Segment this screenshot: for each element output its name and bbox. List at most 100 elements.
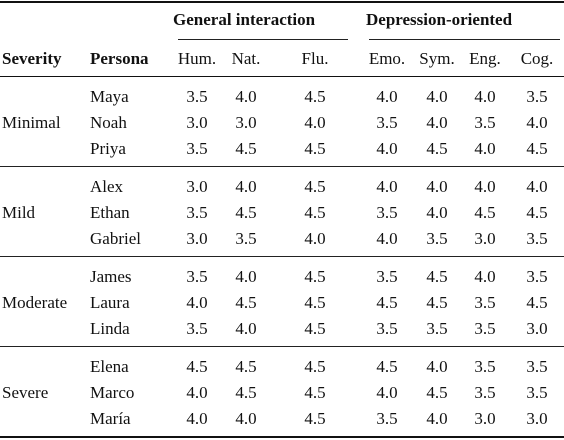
bottom-rule	[0, 436, 564, 438]
score-cell-sym: 4.5	[426, 139, 448, 158]
score-cell-nat: 4.5	[235, 357, 257, 376]
score-cell-cog: 4.0	[526, 177, 548, 196]
score-cell-sym: 4.0	[426, 357, 448, 376]
score-cell-emo: 4.0	[376, 229, 398, 248]
score-cell-sym: 3.5	[426, 229, 448, 248]
score-cell-eng: 4.0	[474, 87, 496, 106]
score-cell-eng: 3.5	[474, 319, 496, 338]
persona-name: Laura	[90, 293, 130, 312]
score-cell-cog: 4.0	[526, 113, 548, 132]
score-cell-eng: 4.5	[474, 203, 496, 222]
score-cell-eng: 3.0	[474, 409, 496, 428]
column-header-sym: Sym.	[419, 49, 455, 68]
score-cell-emo: 4.0	[376, 87, 398, 106]
score-cell-sym: 4.5	[426, 383, 448, 402]
persona-name: Gabriel	[90, 229, 141, 248]
score-cell-cog: 4.5	[526, 203, 548, 222]
score-cell-hum: 3.0	[186, 229, 208, 248]
group-header-depression: Depression-oriented	[366, 10, 513, 29]
persona-name: James	[90, 267, 132, 286]
column-header-hum: Hum.	[177, 49, 217, 68]
score-cell-cog: 3.0	[526, 409, 548, 428]
score-cell-cog: 3.0	[526, 319, 548, 338]
score-cell-sym: 3.5	[426, 319, 448, 338]
score-cell-nat: 4.5	[235, 383, 257, 402]
score-cell-sym: 4.0	[426, 203, 448, 222]
score-cell-hum: 3.5	[186, 87, 208, 106]
score-cell-nat: 4.5	[235, 203, 257, 222]
score-cell-emo: 3.5	[376, 409, 398, 428]
score-cell-sym: 4.5	[426, 267, 448, 286]
severity-label: Moderate	[2, 293, 68, 312]
score-cell-nat: 4.0	[235, 409, 257, 428]
persona-name: Alex	[90, 177, 124, 196]
score-cell-cog: 3.5	[526, 267, 548, 286]
score-cell-eng: 4.0	[474, 267, 496, 286]
severity-label: Severe	[2, 383, 49, 402]
score-cell-emo: 4.0	[376, 177, 398, 196]
score-cell-emo: 3.5	[376, 113, 398, 132]
score-cell-hum: 3.5	[186, 267, 208, 286]
score-cell-nat: 4.0	[235, 319, 257, 338]
score-cell-sym: 4.0	[426, 113, 448, 132]
score-cell-eng: 4.0	[474, 177, 496, 196]
score-cell-emo: 3.5	[376, 267, 398, 286]
column-header-cog: Cog.	[520, 49, 554, 68]
score-cell-emo: 4.0	[376, 139, 398, 158]
general-group-underline	[178, 39, 348, 40]
score-cell-flu: 4.5	[304, 139, 326, 158]
score-cell-hum: 4.0	[186, 293, 208, 312]
score-cell-flu: 4.5	[304, 203, 326, 222]
score-cell-hum: 4.0	[186, 409, 208, 428]
score-cell-cog: 4.5	[526, 139, 548, 158]
column-header-severity: Severity	[2, 49, 62, 68]
score-cell-sym: 4.0	[426, 87, 448, 106]
column-header-eng: Eng.	[469, 49, 501, 68]
score-cell-hum: 3.5	[186, 203, 208, 222]
score-cell-flu: 4.5	[304, 409, 326, 428]
score-cell-cog: 3.5	[526, 229, 548, 248]
score-cell-emo: 4.0	[376, 383, 398, 402]
severity-label: Mild	[2, 203, 36, 222]
score-cell-emo: 3.5	[376, 203, 398, 222]
score-cell-flu: 4.0	[304, 229, 326, 248]
group-header-general: General interaction	[173, 10, 316, 29]
score-cell-flu: 4.5	[304, 267, 326, 286]
column-header-persona: Persona	[90, 49, 149, 68]
score-cell-cog: 4.5	[526, 293, 548, 312]
score-cell-flu: 4.5	[304, 319, 326, 338]
persona-name: Noah	[90, 113, 127, 132]
score-cell-sym: 4.0	[426, 177, 448, 196]
column-header-nat: Nat.	[231, 49, 261, 68]
score-cell-flu: 4.5	[304, 293, 326, 312]
score-cell-hum: 4.0	[186, 383, 208, 402]
score-cell-hum: 3.5	[186, 319, 208, 338]
score-cell-hum: 3.0	[186, 177, 208, 196]
score-cell-cog: 3.5	[526, 357, 548, 376]
score-cell-emo: 4.5	[376, 357, 398, 376]
score-cell-nat: 4.5	[235, 293, 257, 312]
persona-name: Ethan	[90, 203, 130, 222]
score-cell-eng: 3.5	[474, 357, 496, 376]
header-rule	[0, 76, 564, 77]
score-cell-nat: 4.5	[235, 139, 257, 158]
persona-name: Linda	[90, 319, 130, 338]
score-cell-sym: 4.0	[426, 409, 448, 428]
persona-name: Maya	[90, 87, 129, 106]
score-cell-flu: 4.0	[304, 113, 326, 132]
score-cell-sym: 4.5	[426, 293, 448, 312]
persona-name: Elena	[90, 357, 129, 376]
score-cell-eng: 3.5	[474, 293, 496, 312]
score-cell-cog: 3.5	[526, 383, 548, 402]
score-cell-nat: 3.0	[235, 113, 257, 132]
score-cell-flu: 4.5	[304, 87, 326, 106]
group-separator-rule	[0, 346, 564, 347]
persona-name: María	[90, 409, 131, 428]
score-cell-eng: 3.5	[474, 383, 496, 402]
score-cell-cog: 3.5	[526, 87, 548, 106]
score-cell-flu: 4.5	[304, 177, 326, 196]
column-header-emo: Emo.	[368, 49, 406, 68]
score-cell-nat: 4.0	[235, 87, 257, 106]
depression-group-underline	[369, 39, 560, 40]
